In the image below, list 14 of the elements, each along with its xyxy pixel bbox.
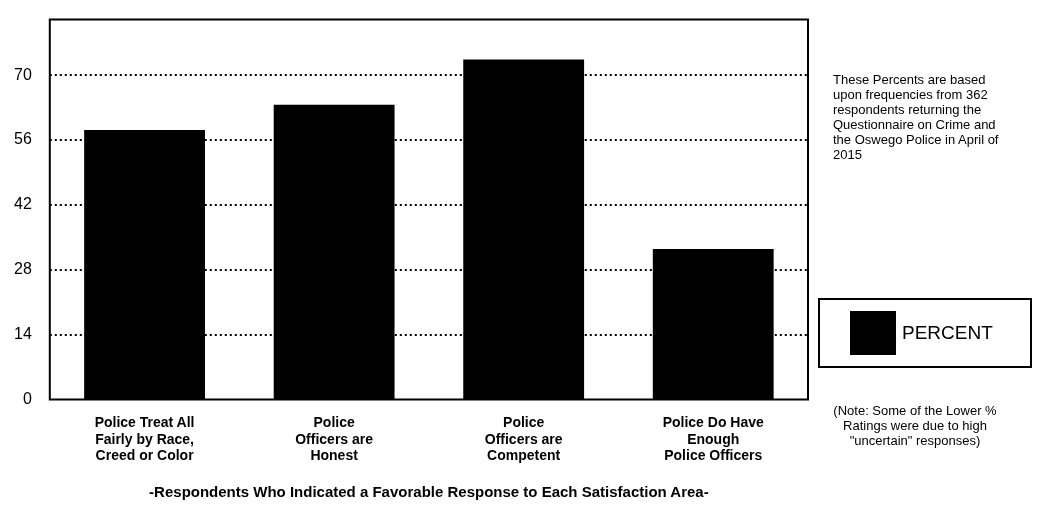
y-tick-label: 56	[14, 130, 32, 148]
x-tick-label: Police Treat All Fairly by Race, Creed or Color	[94, 413, 195, 464]
y-tick-label: 0	[22, 390, 32, 408]
x-axis-title: -Respondents Who Indicated a Favorable Response to Each Satisfaction Area-	[149, 483, 709, 501]
x-tick-label: Police Officers are Competent	[484, 413, 563, 464]
y-tick-label: 70	[14, 65, 32, 83]
text: (Note: Some of the Lower % Ratings were due to high "uncertain" responses)	[832, 403, 998, 448]
x-tick-label: Police Officers are Honest	[295, 413, 374, 464]
legend-label: PERCENT	[902, 322, 993, 344]
y-tick-label: 42	[14, 195, 32, 213]
x-tick-label: Police Do Have Enough Police Officers	[662, 413, 765, 464]
y-tick-label: 14	[14, 325, 32, 343]
text: These Percents are based upon frequencies from 362 respondents returning the Questionnaire on Crime and the Oswego Police in April of 2015	[833, 72, 1000, 162]
y-tick-label: 28	[14, 260, 32, 278]
